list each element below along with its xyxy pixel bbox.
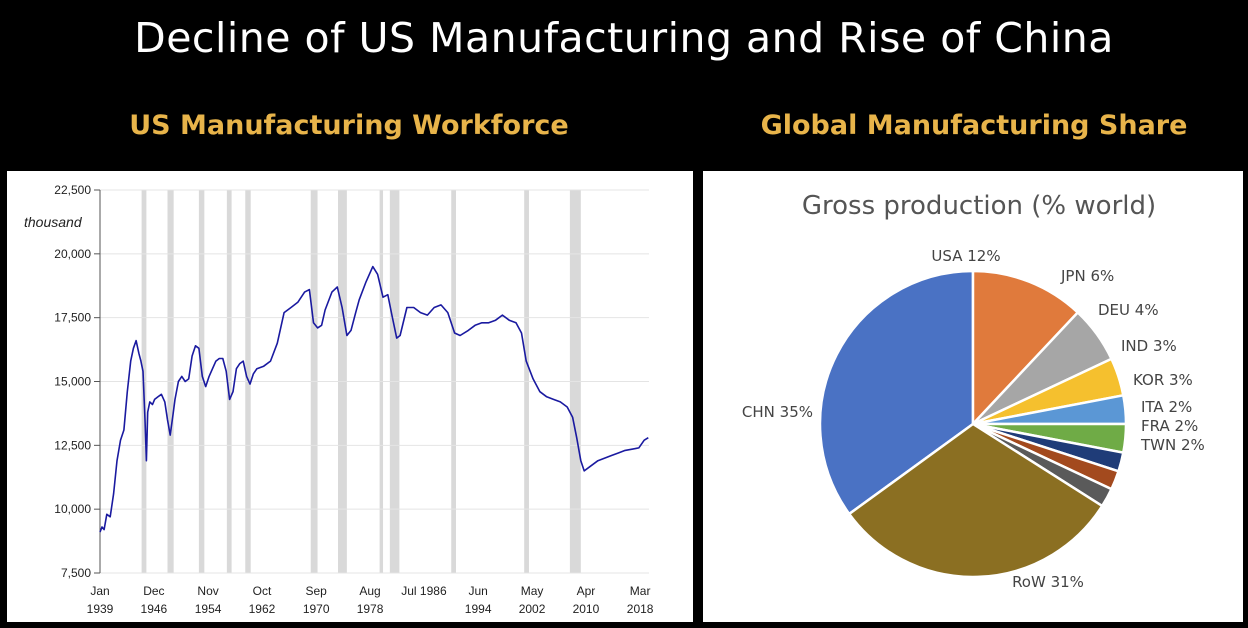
pie-slice-usa <box>971 269 1080 428</box>
x-tick-label-year: 2018 <box>627 602 654 616</box>
pie-label-deu: DEU 4% <box>1098 301 1159 319</box>
y-unit-label: thousand <box>24 214 83 230</box>
workforce-series-line <box>99 265 649 533</box>
x-tick-label-year: 1939 <box>87 602 114 616</box>
x-tick-label-year: 1962 <box>249 602 276 616</box>
x-tick-label: Jul 1986 <box>401 584 447 598</box>
x-tick-label: Apr <box>577 584 596 598</box>
pie-label-kor: KOR 3% <box>1133 371 1193 389</box>
pie-label-ind: IND 3% <box>1121 337 1177 355</box>
pie-slice-chn <box>818 269 975 516</box>
x-tick-label: Jan <box>90 584 109 598</box>
y-tick-label: 12,500 <box>54 438 91 452</box>
x-tick-label-year: 2010 <box>573 602 600 616</box>
x-tick-label-year: 1978 <box>357 602 384 616</box>
pie-label-twn: TWN 2% <box>1140 436 1205 454</box>
x-tick-label: Sep <box>306 584 328 598</box>
x-tick-label: May <box>521 584 544 598</box>
page-title: Decline of US Manufacturing and Rise of … <box>134 14 1114 62</box>
x-tick-label: Aug <box>359 584 380 598</box>
y-tick-labels: 22,500 20,000 17,500 15,000 12,500 10,000 7,50… <box>54 183 91 580</box>
production-pie-panel: Gross production (% world) CHN 35% USA 12… <box>703 171 1243 622</box>
pie-label-fra: FRA 2% <box>1141 417 1198 435</box>
y-tick-label: 15,000 <box>54 375 91 389</box>
right-section-title: Global Manufacturing Share <box>760 110 1188 141</box>
pie-slice-row <box>847 422 1104 579</box>
x-tick-label: Oct <box>253 584 272 598</box>
pie-label-chn: CHN 35% <box>742 403 813 421</box>
x-tick-label: Jun <box>468 584 487 598</box>
y-tick-label: 22,500 <box>54 183 91 197</box>
x-tick-label-year: 1946 <box>141 602 168 616</box>
x-tick-label: Mar <box>630 584 651 598</box>
y-tick-label: 17,500 <box>54 311 91 325</box>
production-pie-chart: Gross production (% world) CHN 35% USA 12… <box>742 191 1205 591</box>
pie-label-jpn: JPN 6% <box>1060 267 1114 285</box>
workforce-chart-panel: thousand 22,500 20,000 17,500 15,000 12,500 1… <box>7 171 693 622</box>
x-tick-label: Dec <box>143 584 164 598</box>
x-tick-label-year: 1970 <box>303 602 330 616</box>
pie-label-row: RoW 31% <box>1012 573 1084 591</box>
y-tick-label: 10,000 <box>54 502 91 516</box>
pie-chart-title: Gross production (% world) <box>802 191 1156 221</box>
left-section-title: US Manufacturing Workforce <box>129 110 569 141</box>
x-tick-label-year: 1954 <box>195 602 222 616</box>
x-tick-label-year: 1994 <box>465 602 492 616</box>
y-tick-label: 7,500 <box>61 566 91 580</box>
pie-labels: CHN 35% USA 12% JPN 6% DEU 4% IND 3% KOR 3% IT… <box>742 247 1205 591</box>
grid-lines <box>94 189 649 574</box>
x-tick-labels: Jan 1939 Dec 1946 Nov 1954 Oct 1962 Sep 1970 Aug 19… <box>87 584 654 616</box>
x-tick-label: Nov <box>197 584 218 598</box>
y-tick-label: 20,000 <box>54 247 91 261</box>
pie-label-usa: USA 12% <box>931 247 1000 265</box>
pie-label-ita: ITA 2% <box>1141 398 1192 416</box>
pie-slices <box>818 269 1128 579</box>
x-tick-label-year: 2002 <box>519 602 546 616</box>
workforce-line-chart: thousand 22,500 20,000 17,500 15,000 12,500 1… <box>24 183 654 616</box>
